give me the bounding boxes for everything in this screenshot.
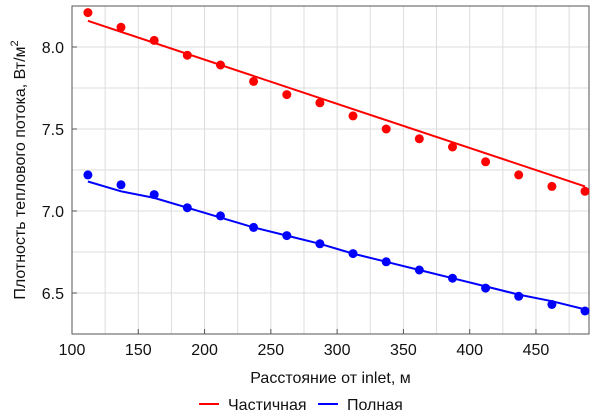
data-point-partial (282, 90, 292, 100)
data-point-full (216, 211, 225, 221)
data-point-full (481, 283, 491, 293)
x-tick-label: 450 (523, 342, 550, 359)
data-point-partial (580, 186, 590, 196)
fit-line-partial (87, 19, 586, 188)
data-point-partial (182, 50, 192, 60)
y-axis-title: Плотность теплового потока, Вт/м2 (9, 40, 29, 299)
plot-frame (71, 5, 590, 335)
data-point-full (448, 273, 457, 283)
data-point-partial (481, 157, 491, 167)
y-axis-title-superscript: 2 (9, 40, 21, 46)
x-tick-label: 250 (257, 342, 284, 359)
data-point-partial (149, 35, 159, 45)
data-point-partial (216, 60, 225, 70)
data-point-full (547, 300, 557, 309)
data-point-full (414, 265, 424, 275)
data-point-full (149, 190, 159, 200)
data-point-partial (514, 170, 524, 180)
x-tick-label: 350 (390, 342, 417, 359)
series-layer (83, 8, 590, 316)
data-point-partial (414, 134, 424, 144)
x-tick-label: 100 (59, 342, 86, 359)
legend: Частичная Полная (199, 397, 403, 414)
y-tick-label: 8.0 (42, 40, 64, 57)
data-point-full (348, 249, 358, 259)
data-point-partial (381, 124, 391, 134)
x-tick-label: 300 (324, 342, 351, 359)
data-point-full (315, 239, 325, 249)
data-point-full (116, 180, 126, 190)
legend-label-full: Полная (347, 397, 403, 414)
data-point-full (381, 257, 391, 267)
data-point-partial (315, 98, 325, 108)
axis-ticks: 100 150 200 250 300 350 400 450 6.5 7.0 7.5 8.0 (42, 40, 550, 359)
data-point-partial (116, 22, 126, 32)
x-axis-title: Расстояние от inlet, м (250, 370, 410, 387)
data-point-full (580, 306, 590, 316)
data-point-full (182, 203, 192, 213)
x-tick-label: 200 (191, 342, 218, 359)
x-tick-label: 400 (456, 342, 483, 359)
data-point-partial (348, 111, 358, 121)
data-point-partial (83, 8, 93, 18)
data-point-partial (448, 142, 457, 152)
y-tick-label: 7.0 (42, 204, 64, 221)
data-point-full (249, 222, 259, 232)
data-point-full (282, 231, 292, 241)
y-axis-title-text: Плотность теплового потока, Вт/м (12, 46, 29, 299)
y-tick-label: 6.5 (42, 286, 64, 303)
y-tick-label: 7.5 (42, 122, 64, 139)
grid-lines (72, 5, 589, 334)
data-point-full (514, 291, 524, 301)
data-point-partial (249, 76, 259, 86)
data-point-full (83, 170, 93, 180)
fit-line-full (87, 180, 586, 311)
legend-label-partial: Частичная (228, 397, 307, 414)
data-point-partial (547, 181, 557, 191)
x-tick-label: 150 (125, 342, 152, 359)
